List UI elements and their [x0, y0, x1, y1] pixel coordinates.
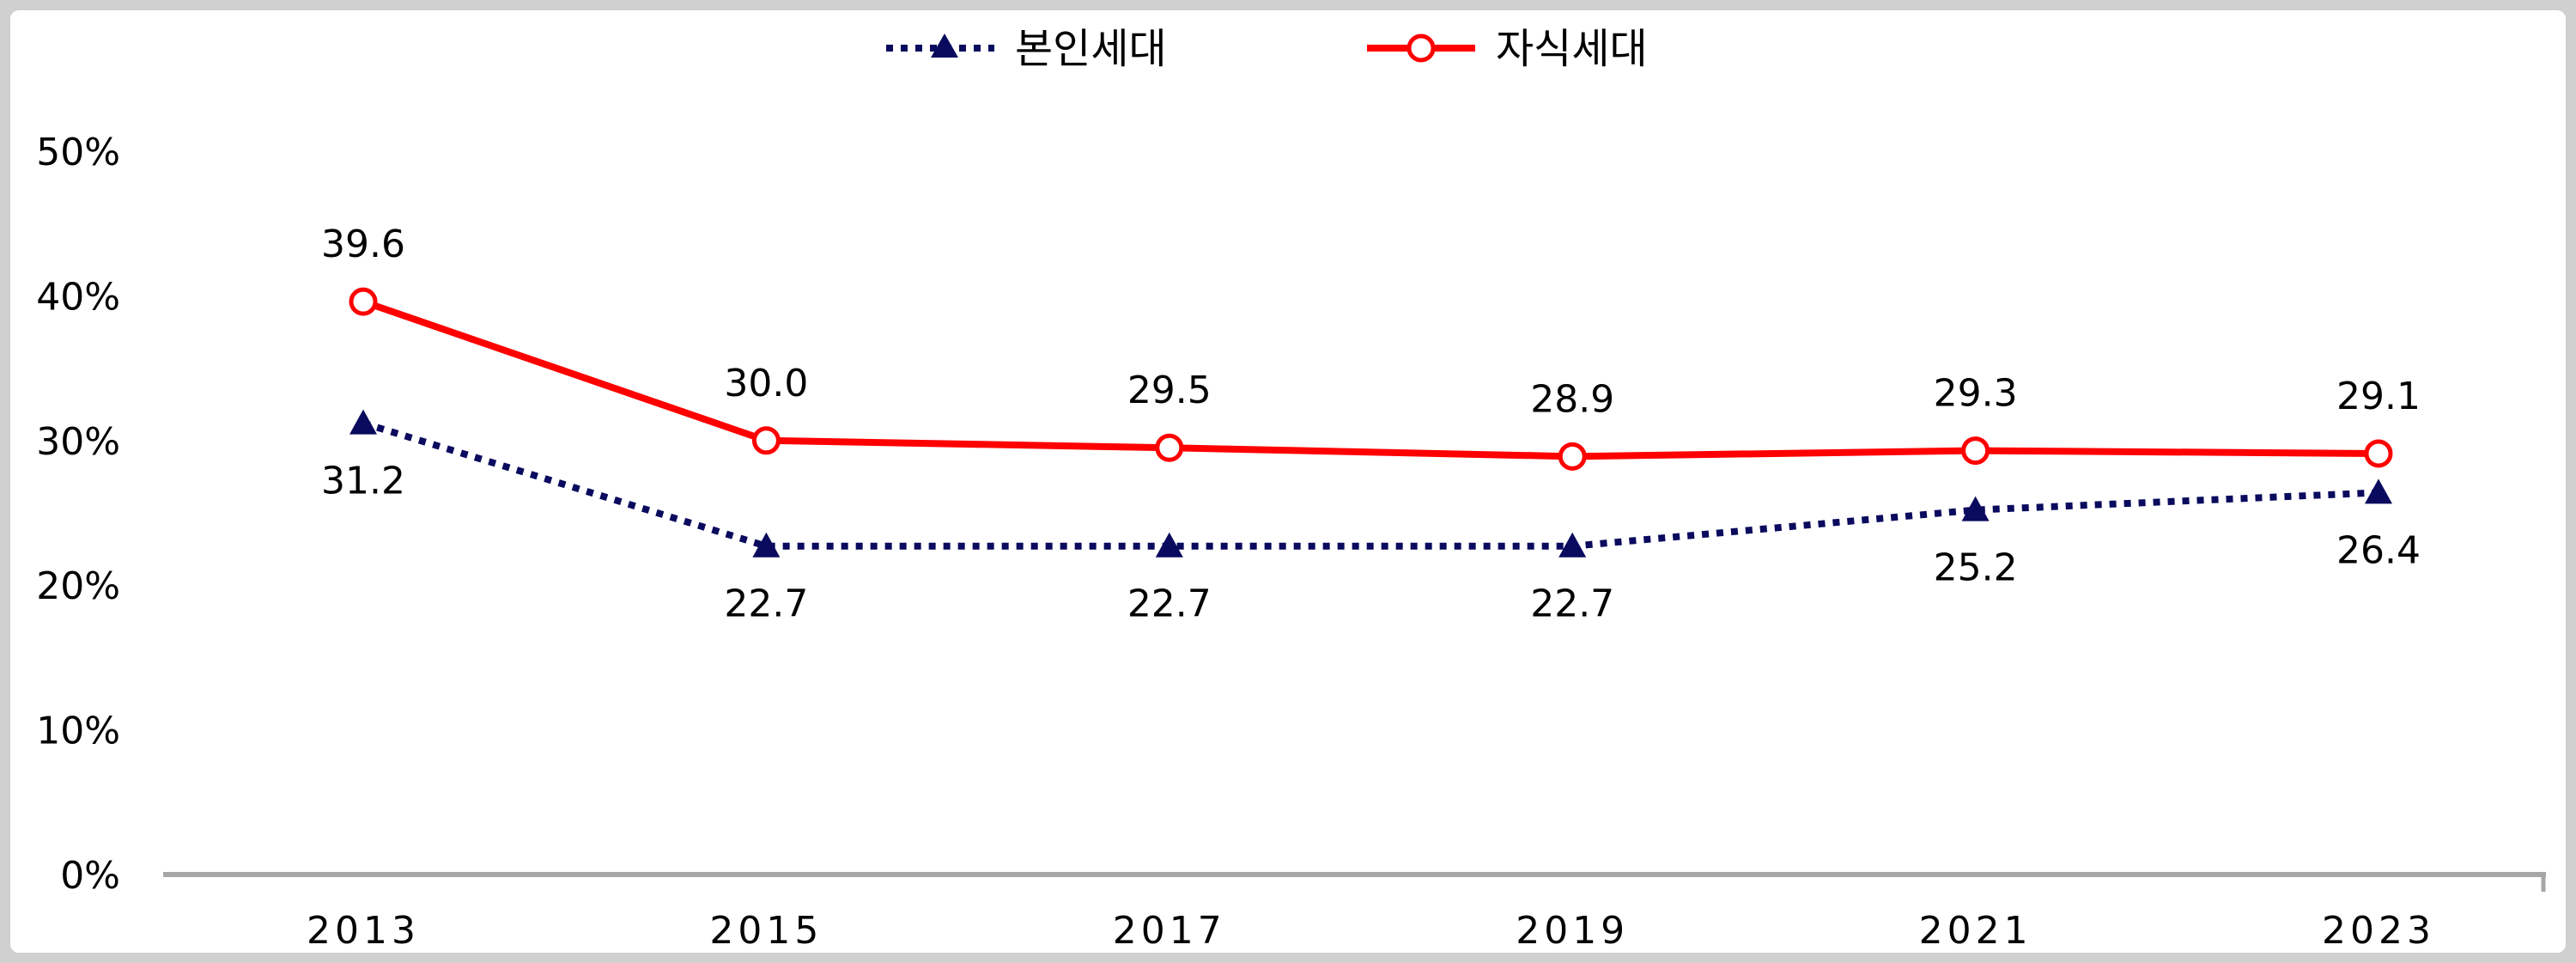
legend-item-series-2: 자식세대	[1367, 25, 1648, 73]
x-tick-label: 2015	[709, 909, 823, 953]
marker-circle-point	[751, 426, 781, 455]
series-line-1	[361, 419, 2379, 550]
data-label-series-1: 22.7	[1530, 582, 1614, 626]
marker-circle-point	[349, 287, 378, 316]
marker-triangle-point	[752, 532, 781, 558]
data-label-series-1: 31.2	[321, 460, 405, 503]
data-label-series-2: 29.1	[2336, 375, 2421, 418]
data-label-series-1: 22.7	[1127, 582, 1212, 626]
y-tick-label: 50%	[36, 131, 120, 174]
y-axis: 0% 10% 20% 30% 40% 50%	[36, 131, 120, 898]
marker-circle-point	[1155, 433, 1184, 462]
marker-triangle-point	[1155, 532, 1183, 558]
legend-marker-triangle-icon	[931, 34, 958, 58]
x-tick-label: 2019	[1516, 909, 1629, 953]
series-layer	[349, 287, 2393, 558]
data-label-series-2: 28.9	[1530, 377, 1614, 421]
legend: 본인세대 자식세대	[886, 25, 1648, 73]
data-label-series-1: 25.2	[1934, 546, 2018, 590]
legend-marker-circle-icon	[1406, 34, 1436, 63]
data-label-series-1: 26.4	[2336, 528, 2421, 572]
y-tick-label: 30%	[36, 420, 120, 464]
series-line-2	[361, 298, 2379, 460]
marker-triangle-point	[349, 409, 377, 435]
data-label-series-2: 29.5	[1127, 369, 1212, 412]
chart-frame	[10, 10, 2566, 953]
legend-label-series-1: 본인세대	[1015, 25, 1167, 73]
data-label-series-2: 30.0	[724, 362, 808, 405]
marker-triangle-point	[2365, 478, 2392, 504]
x-tick-label: 2017	[1113, 909, 1226, 953]
marker-circle-point	[1558, 442, 1587, 471]
y-tick-label: 20%	[36, 564, 120, 608]
data-label-layer: 31.2 22.7 22.7 22.7 25.2 26.4 39.6 30.0 29.5 28.9…	[321, 222, 2421, 626]
x-tick-label: 2023	[2322, 909, 2435, 953]
y-tick-label: 40%	[36, 275, 120, 319]
legend-label-series-2: 자식세대	[1496, 25, 1648, 73]
x-axis: 2013 2015 2017 2019 2021 2023	[163, 872, 2546, 953]
legend-item-series-1: 본인세대	[886, 25, 1167, 73]
x-tick-label: 2013	[307, 909, 420, 953]
data-label-series-2: 29.3	[1934, 372, 2018, 416]
y-tick-label: 0%	[60, 854, 120, 898]
data-label-series-2: 39.6	[321, 222, 405, 266]
marker-circle-point	[1961, 436, 1990, 466]
x-tick-label: 2021	[1919, 909, 2032, 953]
marker-triangle-point	[1558, 532, 1587, 558]
data-label-series-1: 22.7	[724, 582, 808, 626]
y-tick-label: 10%	[36, 710, 120, 753]
marker-triangle-point	[1961, 496, 1990, 521]
marker-circle-point	[2364, 439, 2393, 468]
